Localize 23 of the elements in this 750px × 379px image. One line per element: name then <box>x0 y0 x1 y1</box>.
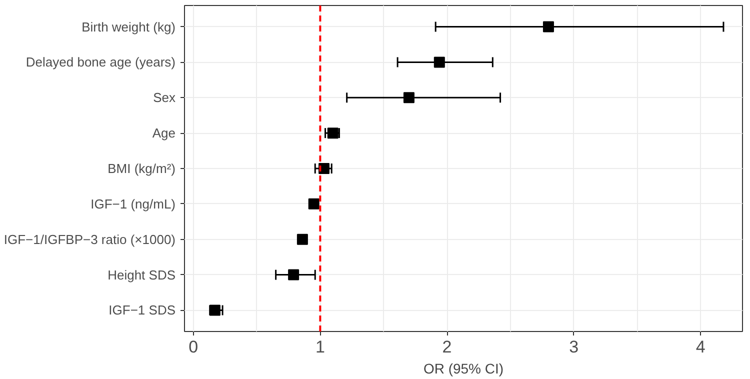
x-tick-label: 4 <box>696 338 706 356</box>
y-tick-label: IGF−1/IGFBP−3 ratio (×1000) <box>4 232 176 247</box>
point <box>403 92 414 104</box>
x-tick-label: 2 <box>442 338 452 356</box>
y-tick-label: Delayed bone age (years) <box>26 54 176 70</box>
point <box>209 304 220 316</box>
y-tick-label: Age <box>152 126 176 141</box>
point <box>542 21 554 32</box>
x-tick-label: 1 <box>315 338 325 356</box>
y-tick-label: IGF−1 SDS <box>108 302 176 318</box>
y-tick-label: Sex <box>153 90 176 106</box>
x-tick-label: 3 <box>569 338 579 356</box>
y-tick-label: Birth weight (kg) <box>82 19 176 34</box>
y-tick-label: IGF−1 (ng/mL) <box>90 196 176 212</box>
y-tick-label: Height SDS <box>108 267 176 282</box>
x-axis-title: OR (95% CI) <box>423 360 504 376</box>
point <box>296 234 308 245</box>
point <box>434 56 445 68</box>
point <box>308 198 320 210</box>
point <box>288 269 300 280</box>
x-tick-label: 0 <box>188 338 198 356</box>
point <box>327 128 338 139</box>
y-tick-label: BMI (kg/m²) <box>108 161 176 176</box>
